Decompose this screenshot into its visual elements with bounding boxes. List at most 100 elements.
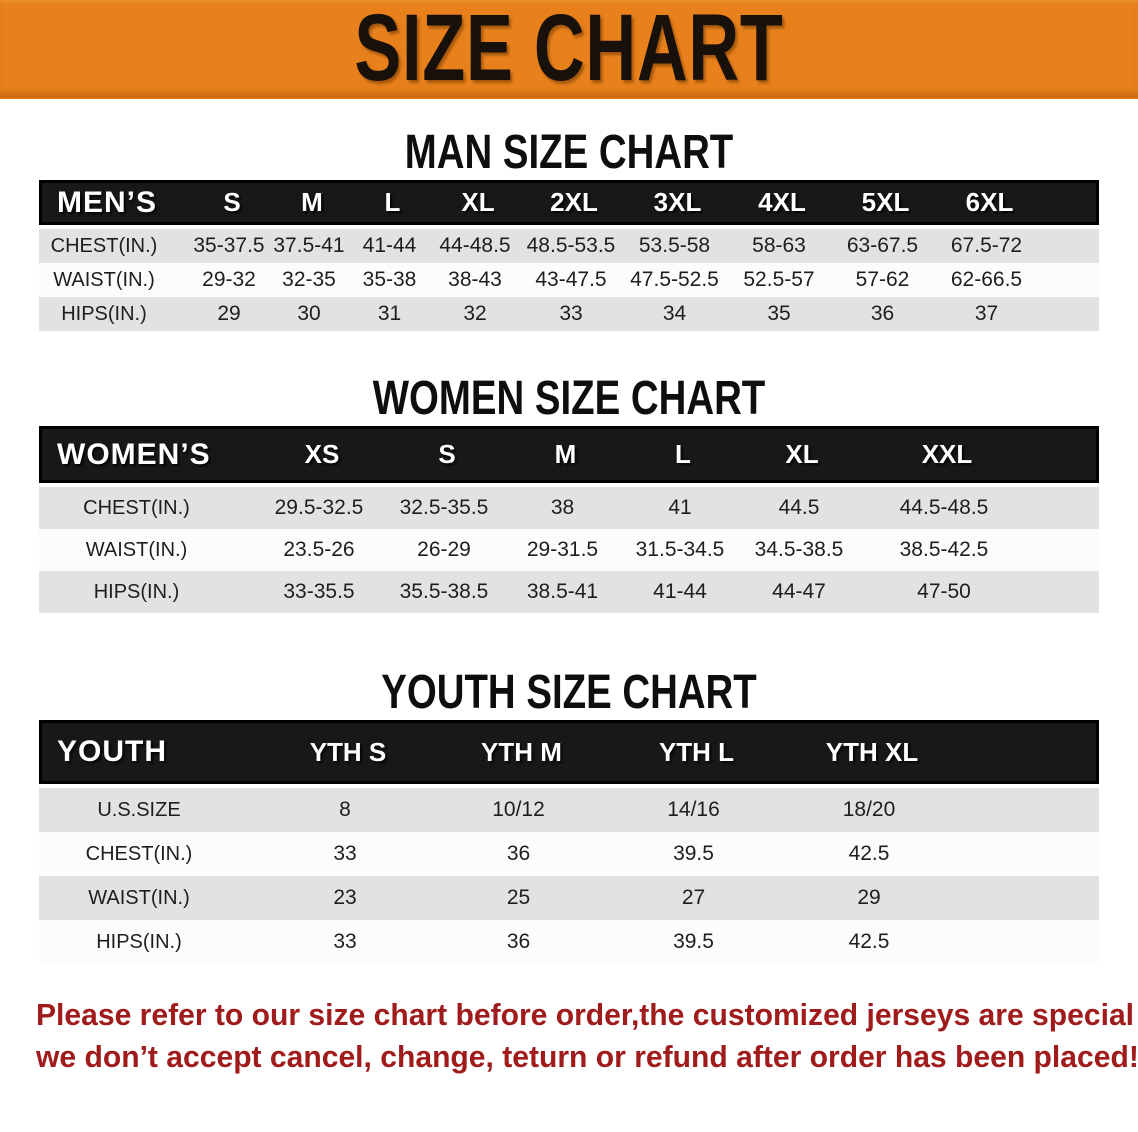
women-col-m: M bbox=[554, 439, 577, 469]
cell: 39.5 bbox=[673, 842, 714, 865]
youth-table-title: YOUTH bbox=[57, 735, 167, 768]
men-chest-row: CHEST(IN.) 35-37.5 37.5-41 41-44 44-48.5… bbox=[39, 229, 1099, 263]
disclaimer-note: Please refer to our size chart before or… bbox=[36, 994, 1138, 1078]
row-label: HIPS(IN.) bbox=[96, 930, 182, 953]
cell: 38.5-41 bbox=[526, 580, 599, 603]
cell: 8 bbox=[339, 798, 351, 821]
cell: 47.5-52.5 bbox=[630, 268, 719, 291]
cell: 52.5-57 bbox=[743, 268, 815, 291]
size-chart-banner: SIZE CHART bbox=[0, 0, 1138, 99]
cell: 18/20 bbox=[842, 798, 896, 821]
cell: 34 bbox=[662, 302, 687, 325]
youth-hips-row: HIPS(IN.) 33 36 39.5 42.5 bbox=[39, 920, 1099, 964]
women-col-l: L bbox=[675, 439, 691, 469]
cell: 42.5 bbox=[848, 930, 890, 953]
cell: 62-66.5 bbox=[950, 268, 1023, 291]
men-col-5xl: 5XL bbox=[861, 187, 910, 217]
cell: 44.5 bbox=[778, 496, 820, 519]
cell: 34.5-38.5 bbox=[754, 538, 844, 561]
cell: 27 bbox=[681, 886, 706, 909]
cell: 25 bbox=[506, 886, 531, 909]
cell: 29-32 bbox=[202, 268, 256, 291]
men-col-xl: XL bbox=[461, 187, 495, 217]
cell: 32 bbox=[463, 302, 487, 325]
cell: 33 bbox=[333, 930, 357, 953]
men-waist-row: WAIST(IN.) 29-32 32-35 35-38 38-43 43-47… bbox=[39, 263, 1099, 297]
cell: 41-44 bbox=[362, 234, 417, 257]
cell: 47-50 bbox=[917, 580, 971, 603]
women-waist-row: WAIST(IN.) 23.5-26 26-29 29-31.5 31.5-34… bbox=[39, 529, 1099, 571]
row-label: CHEST(IN.) bbox=[85, 842, 193, 865]
youth-col-l: YTH L bbox=[658, 736, 735, 767]
women-size-table: WOMEN’S XS S M L XL XXL CHEST(IN.) 29.5-… bbox=[39, 426, 1099, 613]
cell: 30 bbox=[297, 302, 321, 325]
men-hips-row: HIPS(IN.) 29 30 31 32 33 34 35 36 37 bbox=[39, 297, 1099, 331]
men-col-4xl: 4XL bbox=[758, 187, 806, 217]
row-label: WAIST(IN.) bbox=[85, 538, 188, 561]
cell: 36 bbox=[506, 930, 531, 953]
cell: 42.5 bbox=[848, 842, 890, 865]
cell: 33 bbox=[333, 842, 357, 865]
men-table-header-row: MEN’S S M L XL 2XL 3XL 4XL 5XL 6XL bbox=[39, 180, 1099, 225]
cell: 37.5-41 bbox=[273, 234, 345, 257]
cell: 31.5-34.5 bbox=[635, 538, 725, 561]
cell: 33 bbox=[559, 302, 583, 325]
row-label: WAIST(IN.) bbox=[88, 886, 190, 909]
cell: 38-43 bbox=[448, 268, 502, 291]
cell: 39.5 bbox=[673, 930, 714, 953]
cell: 32.5-35.5 bbox=[399, 496, 489, 519]
men-table-title: MEN’S bbox=[57, 185, 158, 219]
cell: 29 bbox=[857, 886, 881, 909]
men-col-s: S bbox=[223, 187, 241, 217]
cell: 10/12 bbox=[492, 798, 545, 821]
cell: 58-63 bbox=[752, 234, 806, 257]
cell: 53.5-58 bbox=[638, 234, 711, 257]
row-label: HIPS(IN.) bbox=[61, 302, 147, 325]
youth-table-header-row: YOUTH YTH S YTH M YTH L YTH XL bbox=[39, 720, 1099, 784]
cell: 29 bbox=[217, 302, 241, 325]
cell: 23.5-26 bbox=[283, 538, 355, 561]
women-col-xxl: XXL bbox=[921, 439, 973, 469]
cell: 41 bbox=[668, 496, 692, 519]
youth-section-heading: YOUTH SIZE CHART bbox=[381, 666, 757, 719]
cell: 38 bbox=[550, 496, 575, 519]
women-col-s: S bbox=[438, 439, 456, 469]
cell: 26-29 bbox=[417, 538, 471, 561]
row-label: WAIST(IN.) bbox=[53, 268, 155, 291]
cell: 35.5-38.5 bbox=[399, 580, 489, 603]
women-table-title: WOMEN’S bbox=[57, 437, 211, 471]
men-col-l: L bbox=[384, 187, 401, 217]
men-col-3xl: 3XL bbox=[653, 187, 702, 217]
men-col-2xl: 2XL bbox=[550, 187, 598, 217]
cell: 36 bbox=[506, 842, 531, 865]
cell: 44-48.5 bbox=[439, 234, 511, 257]
women-col-xl: XL bbox=[785, 439, 819, 469]
row-label: CHEST(IN.) bbox=[83, 496, 190, 519]
youth-col-m: YTH M bbox=[481, 736, 562, 767]
women-chest-row: CHEST(IN.) 29.5-32.5 32.5-35.5 38 41 44.… bbox=[39, 487, 1099, 529]
row-label: CHEST(IN.) bbox=[50, 234, 158, 257]
cell: 57-62 bbox=[855, 268, 910, 291]
youth-ussize-row: U.S.SIZE 8 10/12 14/16 18/20 bbox=[39, 788, 1099, 832]
men-col-6xl: 6XL bbox=[965, 187, 1014, 217]
youth-waist-row: WAIST(IN.) 23 25 27 29 bbox=[39, 876, 1099, 920]
cell: 67.5-72 bbox=[950, 234, 1023, 257]
cell: 23 bbox=[333, 886, 357, 909]
cell: 31 bbox=[377, 302, 402, 325]
cell: 29-31.5 bbox=[526, 538, 599, 561]
disclaimer-line-2: we don’t accept cancel, change, teturn o… bbox=[36, 1039, 1138, 1074]
youth-col-s: YTH S bbox=[309, 736, 387, 767]
youth-size-table: YOUTH YTH S YTH M YTH L YTH XL U.S.SIZE … bbox=[39, 720, 1099, 964]
cell: 32-35 bbox=[282, 268, 336, 291]
cell: 35-38 bbox=[362, 268, 417, 291]
women-section-heading: WOMEN SIZE CHART bbox=[372, 372, 766, 425]
cell: 63-67.5 bbox=[846, 234, 919, 257]
cell: 44-47 bbox=[772, 580, 826, 603]
disclaimer-line-1: Please refer to our size chart before or… bbox=[36, 997, 1138, 1032]
women-hips-row: HIPS(IN.) 33-35.5 35.5-38.5 38.5-41 41-4… bbox=[39, 571, 1099, 613]
cell: 38.5-42.5 bbox=[899, 538, 989, 561]
cell: 48.5-53.5 bbox=[526, 234, 616, 257]
cell: 41-44 bbox=[653, 580, 707, 603]
cell: 37 bbox=[974, 302, 999, 325]
cell: 29.5-32.5 bbox=[274, 496, 364, 519]
